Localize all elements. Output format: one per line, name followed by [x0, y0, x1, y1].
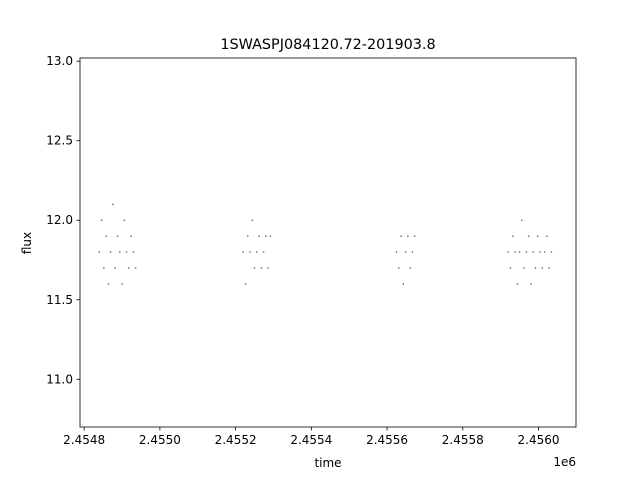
data-point	[398, 267, 400, 269]
data-point	[550, 251, 553, 253]
x-tick-label: 2.4558	[442, 433, 484, 447]
data-point	[539, 251, 541, 253]
data-point	[112, 203, 114, 206]
data-point	[262, 251, 265, 253]
data-point	[514, 251, 516, 253]
data-point	[125, 251, 128, 253]
data-point	[249, 251, 251, 253]
x-tick-label: 2.4560	[518, 433, 560, 447]
data-point	[530, 283, 532, 285]
data-point	[246, 235, 249, 237]
data-point	[525, 251, 528, 253]
data-point	[507, 251, 510, 253]
data-point	[265, 235, 267, 237]
y-tick-label: 12.0	[46, 213, 73, 227]
data-point	[116, 235, 119, 237]
data-point	[548, 267, 550, 269]
data-point	[114, 267, 117, 269]
data-point	[269, 235, 272, 237]
y-tick-label: 12.5	[46, 134, 73, 148]
data-point	[400, 235, 402, 237]
data-point	[532, 251, 535, 253]
x-tick-label: 2.4554	[290, 433, 332, 447]
data-point	[244, 283, 247, 285]
y-tick-label: 11.0	[46, 372, 73, 386]
data-point	[123, 219, 126, 222]
data-point	[132, 251, 135, 253]
data-point	[521, 219, 523, 222]
data-point	[543, 251, 546, 253]
x-tick-label: 2.4550	[139, 433, 181, 447]
x-axis-ticks: 2.4548 2.4550 2.4552 2.4554 2.4556 2.4558 2.45…	[63, 427, 560, 447]
data-point	[402, 283, 405, 285]
data-point	[407, 235, 409, 237]
data-point	[109, 251, 112, 253]
data-point	[253, 267, 256, 269]
y-tick-label: 13.0	[46, 54, 73, 68]
y-axis-ticks: 11.0 11.5 12.0 12.5 13.0	[46, 54, 80, 386]
y-tick-label: 11.5	[46, 293, 73, 307]
x-axis-offset-label: 1e6	[553, 455, 576, 469]
data-point	[518, 251, 521, 253]
y-axis-label: flux	[20, 232, 34, 254]
data-point	[536, 235, 539, 237]
data-point	[251, 219, 254, 222]
data-point	[411, 251, 414, 253]
data-point	[256, 251, 258, 253]
plot-frame	[79, 57, 577, 428]
data-point	[118, 251, 121, 253]
data-point	[100, 219, 103, 222]
data-point	[98, 251, 101, 253]
data-point	[511, 235, 514, 237]
data-point	[128, 267, 130, 269]
data-point	[546, 235, 548, 237]
data-point	[260, 267, 263, 269]
data-point	[130, 235, 132, 237]
data-point	[107, 283, 110, 285]
data-point	[121, 283, 123, 285]
data-point	[258, 235, 260, 237]
x-tick-label: 2.4552	[215, 433, 257, 447]
data-point	[134, 267, 137, 269]
data-point	[509, 267, 512, 269]
data-point	[523, 267, 525, 269]
data-point	[404, 251, 407, 253]
data-point	[413, 235, 416, 237]
data-points	[98, 203, 553, 285]
chart-title: 1SWASPJ084120.72-201903.8	[220, 37, 435, 53]
data-point	[105, 235, 107, 237]
data-point	[267, 267, 269, 269]
data-point	[516, 283, 519, 285]
x-tick-label: 2.4548	[63, 433, 105, 447]
x-axis-label: time	[314, 456, 341, 470]
data-point	[395, 251, 398, 253]
data-point	[541, 267, 544, 269]
data-point	[103, 267, 105, 269]
x-tick-label: 2.4556	[366, 433, 408, 447]
data-point	[242, 251, 244, 253]
data-point	[534, 267, 537, 269]
data-point	[527, 235, 530, 237]
data-point	[409, 267, 411, 269]
